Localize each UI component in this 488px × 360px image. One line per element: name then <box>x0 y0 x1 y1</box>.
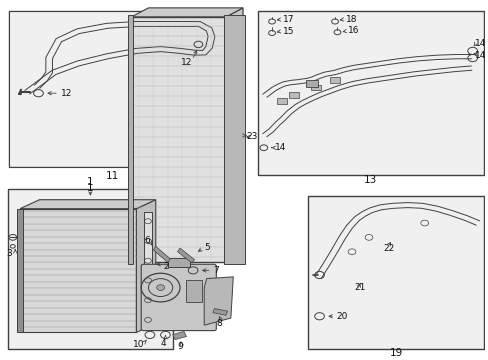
Bar <box>127 15 133 264</box>
Text: 20: 20 <box>336 312 347 321</box>
Polygon shape <box>9 12 225 167</box>
Text: 7: 7 <box>212 266 218 275</box>
Text: 16: 16 <box>347 26 359 35</box>
Text: 4: 4 <box>160 339 165 348</box>
Bar <box>186 280 202 302</box>
Text: 6: 6 <box>144 236 150 245</box>
Text: 12: 12 <box>61 89 73 98</box>
Bar <box>329 77 339 83</box>
Polygon shape <box>153 246 170 262</box>
Text: 1: 1 <box>87 183 94 193</box>
Text: 21: 21 <box>354 283 365 292</box>
Bar <box>308 196 483 348</box>
FancyBboxPatch shape <box>141 264 216 330</box>
Bar <box>172 332 186 339</box>
Polygon shape <box>131 8 243 17</box>
Text: 8: 8 <box>216 319 222 328</box>
Text: 14: 14 <box>275 143 286 152</box>
Text: 10: 10 <box>133 340 144 349</box>
Text: 14: 14 <box>474 51 485 60</box>
Text: 17: 17 <box>282 15 294 24</box>
Bar <box>167 258 189 267</box>
Text: 2: 2 <box>163 262 168 271</box>
Text: 5: 5 <box>204 243 209 252</box>
Text: 9: 9 <box>177 342 183 351</box>
Text: 15: 15 <box>282 27 294 36</box>
Polygon shape <box>131 17 225 262</box>
Polygon shape <box>204 277 233 325</box>
Polygon shape <box>177 248 194 263</box>
Text: 11: 11 <box>105 171 119 181</box>
Text: 22: 22 <box>383 244 394 253</box>
Bar <box>305 80 317 87</box>
Polygon shape <box>20 209 136 332</box>
Bar <box>223 15 245 264</box>
Bar <box>17 209 22 332</box>
Polygon shape <box>20 200 156 209</box>
Text: 14: 14 <box>474 39 485 48</box>
Text: 13: 13 <box>364 175 377 185</box>
Bar <box>276 98 286 104</box>
Bar <box>8 189 172 348</box>
Polygon shape <box>225 8 243 262</box>
Text: 18: 18 <box>345 15 356 24</box>
Text: 3: 3 <box>6 249 12 258</box>
Bar <box>288 93 298 98</box>
Bar <box>212 309 227 315</box>
Bar <box>310 85 320 90</box>
Text: 23: 23 <box>246 132 257 141</box>
Polygon shape <box>136 200 156 332</box>
Text: 1: 1 <box>87 177 94 187</box>
Text: 19: 19 <box>388 348 402 358</box>
Circle shape <box>157 285 164 291</box>
Text: 12: 12 <box>180 58 192 67</box>
Bar <box>143 212 152 329</box>
Bar <box>257 12 483 175</box>
